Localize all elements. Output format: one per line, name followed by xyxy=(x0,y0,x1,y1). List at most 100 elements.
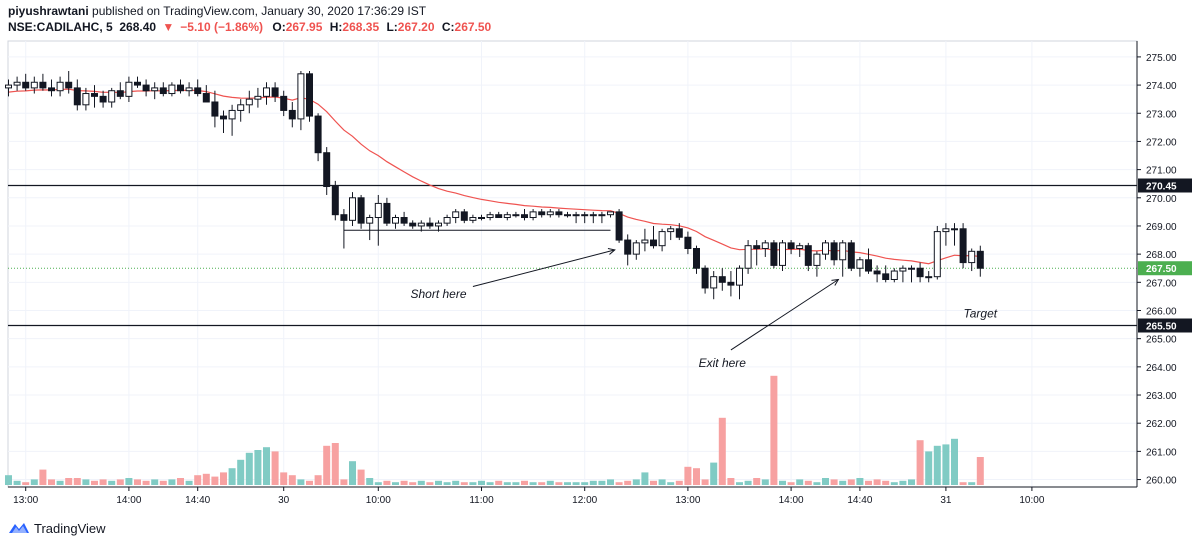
price-tick-label: 262.00 xyxy=(1146,419,1177,430)
candle-up xyxy=(151,87,159,92)
candle-up xyxy=(813,253,821,266)
volume-bar xyxy=(770,375,778,485)
volume-bar xyxy=(761,479,769,485)
price-tick-label: 264.00 xyxy=(1146,363,1177,374)
candle-up xyxy=(968,250,976,264)
candle-down xyxy=(331,186,339,216)
price-tick-label: 275.00 xyxy=(1146,53,1177,64)
volume-bar xyxy=(245,452,253,485)
candle-up xyxy=(469,217,477,221)
volume-bar xyxy=(632,479,640,485)
price-tick-label: 272.00 xyxy=(1146,137,1177,148)
annotation-text: Target xyxy=(964,307,998,321)
volume-bar xyxy=(942,444,950,485)
volume-bar xyxy=(478,480,485,485)
low-label: L: xyxy=(386,20,398,34)
level-price-box xyxy=(1138,318,1192,333)
candle-down xyxy=(159,87,167,95)
candle-down xyxy=(718,276,726,283)
last-price-label: 267.50 xyxy=(1146,264,1177,275)
volume-bar xyxy=(116,479,124,485)
volume-bar xyxy=(736,482,743,485)
volume-bar xyxy=(460,482,468,485)
time-tick-label: 14:40 xyxy=(847,495,872,506)
volume-bar xyxy=(486,482,494,485)
candle-up xyxy=(185,87,193,92)
candle-up xyxy=(297,73,305,120)
symbol-label: NSE:CADILAHC, 5 xyxy=(8,20,113,34)
candle-down xyxy=(288,109,296,120)
candle-down xyxy=(314,115,322,154)
volume-bar xyxy=(572,482,580,485)
candle-up xyxy=(908,267,915,270)
candle-down xyxy=(48,87,55,92)
candle-down xyxy=(882,273,890,280)
price-axis[interactable]: 275.00 274.00 273.00 272.00 271.00 270.00 269.… xyxy=(1137,53,1177,487)
volume-bar xyxy=(865,480,872,485)
candle-up xyxy=(30,81,38,89)
candle-up xyxy=(13,81,21,86)
candle-up xyxy=(349,197,356,221)
candle-down xyxy=(323,152,331,188)
time-axis[interactable]: 13:00 14:00 14:40 30 10:00 11:00 12:00 13:00 14:… xyxy=(13,487,1045,506)
volume-bar xyxy=(727,478,735,485)
candle-down xyxy=(280,95,288,111)
volume-bar xyxy=(693,468,700,485)
volume-bar xyxy=(288,475,296,485)
candle-down xyxy=(770,242,778,266)
high-label: H: xyxy=(329,20,343,34)
volume-bar xyxy=(280,472,288,485)
volume-bar xyxy=(48,479,55,485)
candle-up xyxy=(744,245,752,269)
candle-up xyxy=(478,217,485,220)
author-name[interactable]: piyushrawtani xyxy=(8,4,89,18)
volume-bar xyxy=(521,480,528,485)
candle-up xyxy=(564,214,571,217)
volume-bar xyxy=(237,459,245,485)
price-tick-label: 269.00 xyxy=(1146,222,1177,233)
volume-bar xyxy=(73,478,81,485)
candle-up xyxy=(658,231,666,247)
candle-down xyxy=(211,101,219,117)
volume-bar xyxy=(452,480,460,485)
publish-line: piyushrawtani published on TradingView.c… xyxy=(8,3,1108,19)
candle-down xyxy=(804,245,812,266)
candle-up xyxy=(108,90,116,103)
volume-bar xyxy=(959,482,967,485)
candle-down xyxy=(847,242,855,269)
volume-bar xyxy=(899,480,907,485)
candle-up xyxy=(822,242,829,255)
candle-down xyxy=(675,228,683,238)
tradingview-logo[interactable]: TradingView xyxy=(8,519,106,537)
last-price-text: 268.40 xyxy=(119,20,157,34)
candle-up xyxy=(632,242,640,255)
candle-down xyxy=(134,81,141,86)
candle-up xyxy=(779,242,786,266)
candle-up xyxy=(736,267,743,286)
candle-down xyxy=(409,222,417,227)
candle-up xyxy=(899,267,907,272)
volume-bar xyxy=(968,482,976,485)
candle-down xyxy=(624,239,632,255)
candle-up xyxy=(503,214,511,219)
volume-bar xyxy=(254,450,262,485)
candle-down xyxy=(650,239,657,247)
volume-bar xyxy=(306,480,313,485)
candle-up xyxy=(435,222,442,227)
volume-bar xyxy=(271,451,279,485)
volume-bar xyxy=(546,480,554,485)
volume-bar xyxy=(13,480,21,485)
volume-bar xyxy=(30,479,38,485)
time-tick-label: 10:00 xyxy=(366,495,391,506)
volume-bar xyxy=(357,469,365,485)
volume-bar xyxy=(142,480,150,485)
candle-up xyxy=(667,228,675,233)
plot-area[interactable] xyxy=(7,40,1138,488)
annotation-text: Short here xyxy=(410,287,466,301)
candle-down xyxy=(684,236,692,250)
candle-up xyxy=(933,231,941,278)
high-value: 268.35 xyxy=(342,20,380,34)
volume-bar xyxy=(426,482,434,485)
candle-down xyxy=(357,197,365,224)
